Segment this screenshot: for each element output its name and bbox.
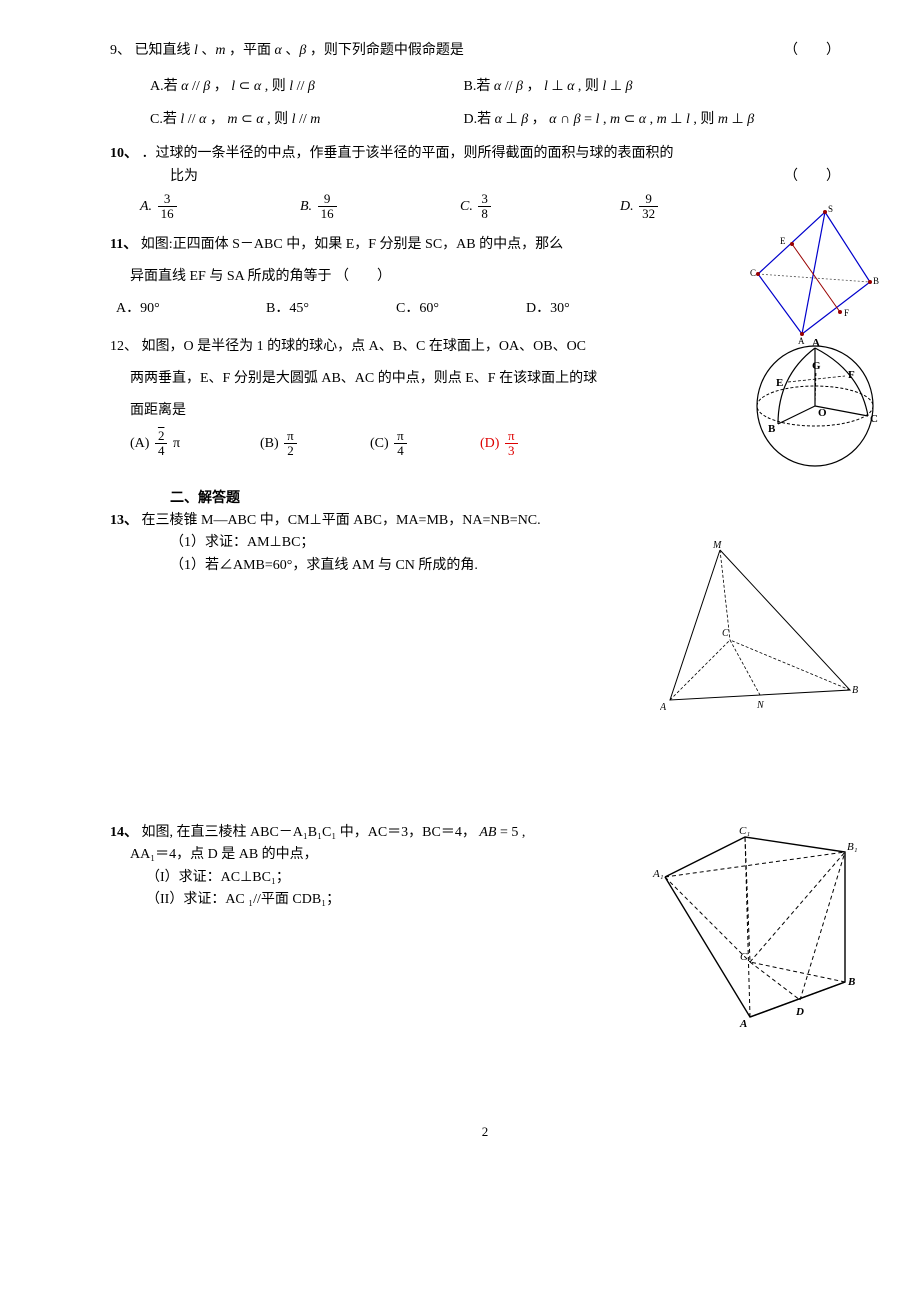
svg-text:B: B xyxy=(873,276,879,286)
q10-number: 10、 xyxy=(110,146,138,161)
q12-option-c: (C) π4 xyxy=(370,429,480,459)
q9-option-b: B.若 α // β ， l ⊥ α , 则 l ⊥ β xyxy=(464,76,633,98)
q11-stem: 如图:正四面体 S－ABC 中，如果 E，F 分别是 SC，AB 的中点，那么 xyxy=(141,237,563,252)
svg-text:C: C xyxy=(870,413,878,425)
q13-number: 13、 xyxy=(110,513,138,528)
svg-text:B: B xyxy=(847,976,855,988)
q12-stem1: 如图，O 是半径为 1 的球的球心，点 A、B、C 在球面上，OA、OB、OC xyxy=(142,339,587,354)
svg-text:C: C xyxy=(740,951,748,963)
q10-option-d: D. 932 xyxy=(620,192,660,222)
q14-number: 14、 xyxy=(110,825,138,840)
page-number: 2 xyxy=(110,1122,860,1143)
svg-text:E: E xyxy=(780,236,786,246)
question-14: A₁ C₁ B₁ A C B D 14、 如图, 在直三棱柱 ABC－A₁B₁C… xyxy=(110,822,860,1022)
svg-text:A: A xyxy=(660,702,667,713)
svg-text:C: C xyxy=(722,628,729,639)
question-10: 10、 ．过球的一条半径的中点，作垂直于该半径的平面，则所得截面的面积与球的表面… xyxy=(110,143,860,221)
q13-figure: M A B C N xyxy=(660,540,860,728)
svg-text:C: C xyxy=(750,268,756,278)
svg-text:O: O xyxy=(818,407,827,419)
svg-text:A₁: A₁ xyxy=(652,868,664,880)
q10-option-b: B. 916 xyxy=(300,192,460,222)
svg-text:C₁: C₁ xyxy=(739,825,750,837)
q11-options: A．90° B．45° C．60° D．30° xyxy=(116,298,860,320)
q10-blank-paren: （ ） xyxy=(784,166,840,188)
q9-number: 9、 xyxy=(110,43,131,58)
q12-option-d: (D) π3 xyxy=(480,429,520,459)
q9-option-a: A.若 α // β ， l ⊂ α , 则 l // β xyxy=(150,76,430,98)
svg-text:B: B xyxy=(768,423,776,435)
question-11: S E C B F A 11、 如图:正四面体 S－ABC 中，如果 E，F 分… xyxy=(110,234,860,324)
q12-option-a: (A) 24 π xyxy=(130,429,260,459)
svg-text:A: A xyxy=(812,337,820,349)
svg-text:F: F xyxy=(844,308,849,318)
q12-figure: A B C O E F G xyxy=(750,336,880,484)
svg-text:N: N xyxy=(756,700,765,711)
q11-option-b: B．45° xyxy=(266,298,396,320)
q11-number: 11、 xyxy=(110,237,137,252)
svg-text:A: A xyxy=(739,1018,747,1030)
q9-option-d: D.若 α ⊥ β ， α ∩ β = l , m ⊂ α , m ⊥ l , … xyxy=(464,109,755,131)
q14-stem: 如图, 在直三棱柱 ABC－A₁B₁C₁ 中，AC＝3，BC＝4， AB = 5… xyxy=(142,825,526,840)
q10-option-a: A. 316 xyxy=(140,192,300,222)
svg-text:E: E xyxy=(776,377,783,389)
q12-option-b: (B) π2 xyxy=(260,429,370,459)
q10-option-c: C. 38 xyxy=(460,192,620,222)
q11-figure: S E C B F A xyxy=(750,204,880,352)
question-12: A B C O E F G 12、 如图，O 是半径为 1 的球的球心，点 A、… xyxy=(110,336,860,476)
svg-text:F: F xyxy=(848,369,855,381)
q11-option-c: C．60° xyxy=(396,298,526,320)
svg-text:G: G xyxy=(812,360,821,372)
svg-text:M: M xyxy=(712,540,722,551)
svg-text:S: S xyxy=(828,204,833,214)
q10-stem: ．过球的一条半径的中点，作垂直于该半径的平面，则所得截面的面积与球的表面积的 xyxy=(142,146,674,161)
svg-text:B₁: B₁ xyxy=(847,841,858,853)
svg-text:B: B xyxy=(852,685,858,696)
q9-blank-paren: （ ） xyxy=(784,40,840,62)
q9-option-c: C.若 l // α ， m ⊂ α , 则 l // m xyxy=(150,109,430,131)
section-header-2: 二、解答题 xyxy=(170,488,860,510)
q13-stem: 在三棱锥 M—ABC 中，CM⊥平面 ABC，MA=MB，NA=NB=NC. xyxy=(142,513,541,528)
q11-option-a: A．90° xyxy=(116,298,266,320)
svg-text:D: D xyxy=(795,1006,804,1018)
q9-options: A.若 α // β ， l ⊂ α , 则 l // β B.若 α // β… xyxy=(150,76,860,131)
q12-number: 12、 xyxy=(110,339,138,354)
question-9: 9、 已知直线 l 、m ，平面 α 、β ，则下列命题中假命题是 （ ） A.… xyxy=(110,40,860,131)
q11-option-d: D．30° xyxy=(526,298,570,320)
q10-stem-cont: 比为 xyxy=(170,169,198,184)
q9-stem: 已知直线 l 、m ，平面 α 、β ，则下列命题中假命题是 xyxy=(135,43,464,58)
q14-figure: A₁ C₁ B₁ A C B D xyxy=(650,822,860,1040)
question-13: M A B C N 13、 在三棱锥 M—ABC 中，CM⊥平面 ABC，MA=… xyxy=(110,510,860,710)
